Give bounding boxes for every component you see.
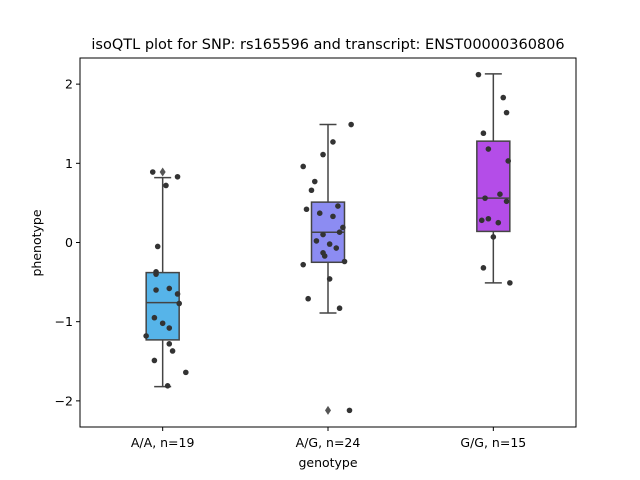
data-point — [485, 215, 492, 222]
x-tick-label: G/G, n=15 — [460, 435, 526, 450]
data-point — [480, 265, 487, 271]
data-point — [507, 280, 513, 286]
data-point — [340, 224, 346, 231]
data-point — [308, 187, 315, 194]
data-point — [143, 333, 149, 339]
data-point — [475, 71, 482, 78]
y-axis-ticks: −2 −1 0 1 2 — [55, 77, 80, 408]
data-point — [505, 158, 512, 164]
data-point — [348, 121, 354, 128]
data-point — [153, 287, 159, 293]
data-point — [500, 94, 507, 101]
data-point — [326, 241, 333, 247]
data-point — [336, 305, 343, 312]
y-tick-label: −1 — [55, 314, 73, 329]
data-point — [316, 210, 323, 217]
box-iqr — [476, 140, 511, 233]
data-point — [336, 229, 343, 236]
y-tick-label: 1 — [65, 156, 73, 171]
data-point — [174, 291, 181, 297]
data-point — [330, 139, 336, 145]
data-point — [151, 357, 158, 364]
data-point — [166, 285, 173, 292]
data-point — [333, 245, 340, 251]
plot-frame — [79, 57, 577, 428]
data-point — [497, 191, 503, 197]
data-point — [154, 243, 161, 250]
data-point — [320, 231, 326, 238]
data-point — [169, 348, 176, 354]
data-point — [503, 109, 510, 116]
data-point — [183, 369, 189, 376]
y-tick-label: 2 — [65, 77, 73, 92]
data-point — [503, 198, 510, 205]
data-point — [346, 407, 353, 414]
strip-points-layer — [143, 71, 513, 414]
data-point — [490, 234, 497, 240]
y-tick-label: −2 — [55, 393, 73, 408]
data-point — [153, 271, 159, 277]
data-point — [326, 276, 333, 282]
data-point — [176, 300, 182, 307]
y-tick-label: 0 — [65, 235, 73, 250]
data-point — [480, 130, 487, 137]
outlier-marker — [159, 167, 166, 177]
box-iqr — [145, 271, 180, 341]
x-axis-label: genotype — [298, 455, 357, 470]
data-point — [311, 178, 318, 185]
box-group — [476, 73, 511, 284]
data-point — [485, 146, 492, 152]
box-layer — [145, 73, 511, 415]
x-tick-label: A/G, n=24 — [296, 435, 361, 450]
data-point — [495, 219, 502, 226]
data-point — [300, 261, 307, 268]
data-point — [163, 182, 169, 189]
data-point — [303, 206, 310, 213]
y-axis-label: phenotype — [29, 209, 44, 276]
data-point — [341, 258, 348, 265]
data-point — [321, 253, 328, 259]
data-point — [149, 169, 156, 175]
data-point — [166, 341, 173, 347]
data-point — [300, 163, 307, 170]
x-axis-ticks: A/A, n=19 A/G, n=24 G/G, n=15 — [131, 427, 526, 450]
data-point — [330, 213, 336, 220]
data-point — [478, 217, 485, 224]
data-point — [320, 151, 326, 158]
data-point — [335, 203, 341, 209]
data-point — [313, 238, 320, 244]
data-point — [305, 295, 311, 302]
x-tick-label: A/A, n=19 — [131, 435, 195, 450]
data-point — [174, 173, 181, 180]
data-point — [151, 314, 158, 321]
data-point — [482, 195, 488, 201]
chart-title: isoQTL plot for SNP: rs165596 and transc… — [91, 37, 564, 53]
data-point — [164, 383, 171, 389]
data-point — [166, 325, 173, 331]
outlier-marker — [325, 405, 331, 415]
data-point — [159, 320, 166, 327]
